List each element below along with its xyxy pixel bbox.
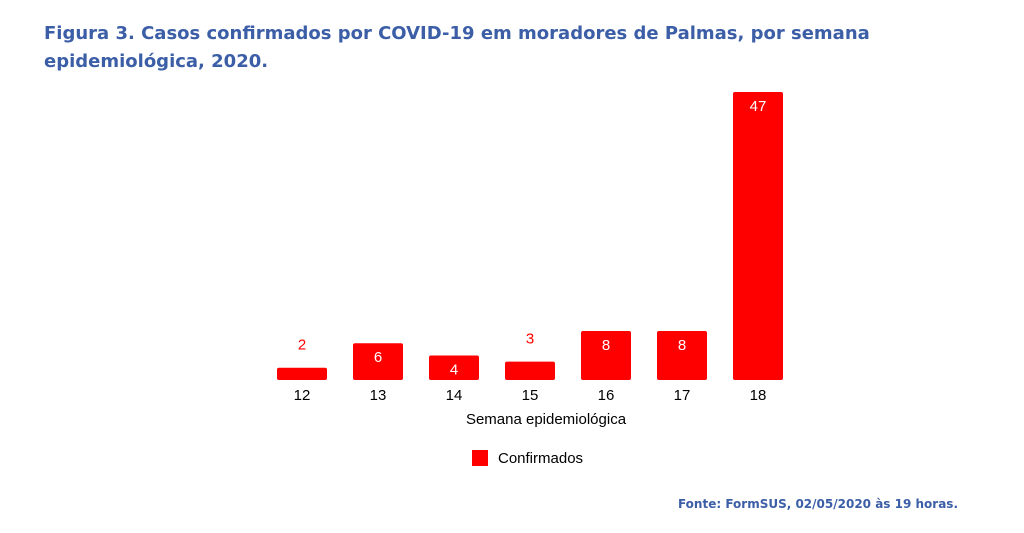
data-label-week-14: 4 bbox=[450, 361, 458, 378]
legend-label: Confirmados bbox=[498, 450, 583, 467]
source-note: Fonte: FormSUS, 02/05/2020 às 19 horas. bbox=[677, 497, 958, 511]
legend-swatch bbox=[472, 450, 488, 466]
bar-week-17 bbox=[657, 330, 707, 380]
bar-week-12 bbox=[277, 367, 327, 380]
legend: Confirmados bbox=[472, 450, 583, 467]
data-label-week-13: 6 bbox=[374, 349, 382, 366]
data-label-week-16: 8 bbox=[602, 337, 610, 354]
figure-title: Figura 3. Casos confirmados por COVID-19… bbox=[44, 23, 870, 72]
bar-week-13 bbox=[353, 343, 403, 380]
x-tick-label-12: 12 bbox=[294, 387, 311, 404]
bar-week-15 bbox=[505, 361, 555, 380]
x-tick-label-16: 16 bbox=[598, 387, 615, 404]
data-label-week-17: 8 bbox=[678, 337, 686, 354]
bars-group: 2 6 4 3 8 8 47 bbox=[277, 92, 783, 380]
bar-week-14 bbox=[429, 355, 479, 380]
data-label-week-15: 3 bbox=[526, 331, 534, 348]
x-tick-label-18: 18 bbox=[750, 387, 767, 404]
x-tick-label-14: 14 bbox=[446, 387, 463, 404]
x-tick-labels: 12 13 14 15 16 17 18 bbox=[294, 387, 767, 404]
x-tick-label-17: 17 bbox=[674, 387, 691, 404]
x-tick-label-13: 13 bbox=[370, 387, 387, 404]
bar-week-18 bbox=[733, 92, 783, 380]
x-axis-title: Semana epidemiológica bbox=[466, 411, 627, 428]
x-tick-label-15: 15 bbox=[522, 387, 539, 404]
bar-week-16 bbox=[581, 330, 631, 380]
data-label-week-18: 47 bbox=[750, 98, 767, 115]
data-label-week-12: 2 bbox=[298, 337, 306, 354]
